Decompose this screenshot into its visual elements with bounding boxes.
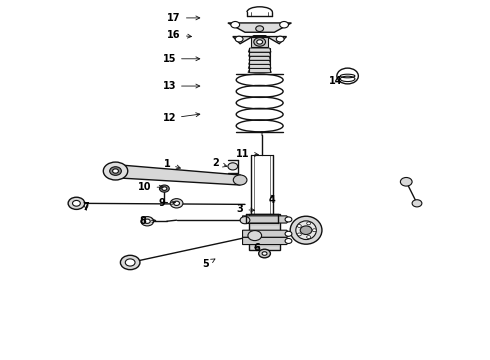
Circle shape bbox=[313, 229, 317, 231]
Polygon shape bbox=[233, 36, 287, 44]
Polygon shape bbox=[111, 165, 240, 185]
Polygon shape bbox=[248, 68, 271, 72]
Text: 9: 9 bbox=[159, 198, 175, 208]
Polygon shape bbox=[243, 230, 291, 237]
Ellipse shape bbox=[296, 221, 317, 239]
Polygon shape bbox=[251, 37, 269, 47]
Circle shape bbox=[400, 177, 412, 186]
Text: 17: 17 bbox=[168, 13, 200, 23]
Circle shape bbox=[259, 249, 270, 258]
Text: 3: 3 bbox=[237, 204, 254, 215]
Polygon shape bbox=[249, 56, 270, 60]
Circle shape bbox=[262, 252, 267, 255]
Polygon shape bbox=[243, 216, 291, 223]
Polygon shape bbox=[248, 48, 271, 52]
Circle shape bbox=[231, 22, 240, 28]
Text: 13: 13 bbox=[163, 81, 200, 91]
Circle shape bbox=[256, 26, 264, 32]
Text: 8: 8 bbox=[139, 216, 156, 226]
Polygon shape bbox=[248, 64, 271, 68]
Text: 2: 2 bbox=[212, 158, 227, 168]
Ellipse shape bbox=[290, 216, 322, 244]
Circle shape bbox=[73, 201, 80, 206]
Circle shape bbox=[300, 226, 312, 234]
Text: 4: 4 bbox=[269, 195, 275, 205]
Circle shape bbox=[235, 36, 243, 42]
Circle shape bbox=[162, 187, 167, 190]
Circle shape bbox=[103, 162, 128, 180]
Circle shape bbox=[240, 217, 250, 224]
Circle shape bbox=[248, 230, 262, 240]
Text: 5: 5 bbox=[202, 259, 215, 269]
Circle shape bbox=[297, 233, 301, 236]
Text: 1: 1 bbox=[164, 159, 180, 169]
Circle shape bbox=[280, 22, 289, 28]
Circle shape bbox=[285, 238, 292, 243]
Circle shape bbox=[285, 217, 292, 222]
Circle shape bbox=[228, 163, 238, 170]
Text: 11: 11 bbox=[236, 149, 258, 159]
Text: 15: 15 bbox=[163, 54, 200, 64]
Text: 7: 7 bbox=[83, 202, 90, 212]
Polygon shape bbox=[249, 214, 280, 250]
Circle shape bbox=[125, 259, 135, 266]
Circle shape bbox=[412, 200, 422, 207]
Circle shape bbox=[285, 231, 292, 236]
Circle shape bbox=[145, 219, 150, 224]
Circle shape bbox=[307, 235, 311, 238]
Circle shape bbox=[113, 169, 119, 173]
Polygon shape bbox=[248, 52, 271, 56]
Text: 6: 6 bbox=[254, 243, 261, 253]
Circle shape bbox=[173, 201, 179, 206]
Circle shape bbox=[159, 185, 169, 192]
Circle shape bbox=[121, 255, 140, 270]
Text: 10: 10 bbox=[138, 182, 163, 192]
Circle shape bbox=[254, 38, 266, 46]
Circle shape bbox=[141, 217, 154, 226]
Circle shape bbox=[257, 40, 263, 44]
Circle shape bbox=[307, 222, 311, 225]
Polygon shape bbox=[243, 237, 291, 244]
Circle shape bbox=[276, 36, 284, 42]
Text: 12: 12 bbox=[163, 113, 200, 123]
Circle shape bbox=[68, 197, 85, 210]
Text: 14: 14 bbox=[329, 76, 342, 86]
Circle shape bbox=[170, 199, 183, 208]
Polygon shape bbox=[248, 60, 271, 64]
Circle shape bbox=[297, 225, 301, 228]
Circle shape bbox=[233, 175, 247, 185]
Circle shape bbox=[110, 167, 122, 175]
Text: 16: 16 bbox=[168, 30, 192, 40]
Polygon shape bbox=[228, 23, 292, 32]
